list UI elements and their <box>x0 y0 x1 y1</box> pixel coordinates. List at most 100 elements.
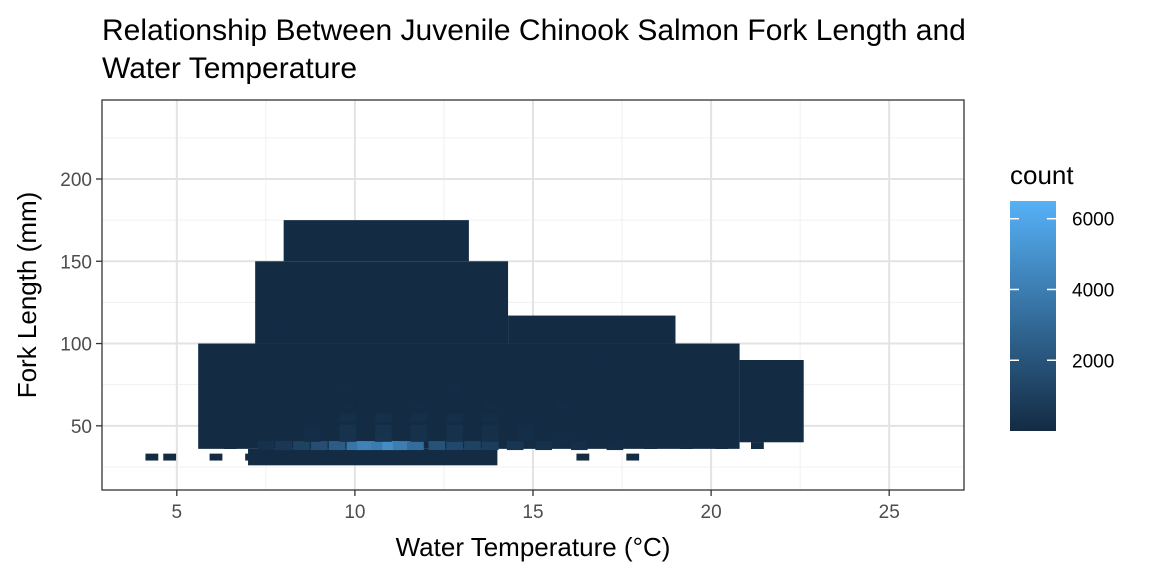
heatmap-bin <box>606 441 624 451</box>
heatmap-bin <box>375 424 392 434</box>
legend-tick-label: 4000 <box>1072 280 1114 301</box>
heatmap-bin <box>570 441 588 451</box>
heatmap-bin <box>553 432 570 442</box>
heatmap-bin <box>535 441 553 451</box>
y-tick-label: 100 <box>60 335 92 356</box>
heatmap-bin <box>481 413 499 423</box>
x-axis: 5 10 15 20 25 <box>172 490 900 523</box>
heatmap-bin <box>448 282 462 290</box>
heatmap-region <box>248 448 498 466</box>
heatmap-bin <box>339 432 357 442</box>
heatmap-bin <box>339 413 357 423</box>
heatmap-bin <box>590 356 604 364</box>
heatmap-bin <box>341 241 355 249</box>
heatmap-bin <box>446 424 463 434</box>
heatmap-bin <box>464 441 481 451</box>
heatmap-bin <box>481 424 499 434</box>
heatmap-region <box>739 360 804 443</box>
heatmap-bin <box>458 453 472 461</box>
heatmap-bin <box>517 424 535 434</box>
heatmap-bin <box>410 413 428 423</box>
heatmap-bin <box>305 282 319 290</box>
heatmap-bin <box>375 413 392 423</box>
heatmap-bin <box>517 432 535 442</box>
heatmap-bin <box>303 424 321 434</box>
x-tick-label: 20 <box>701 502 722 523</box>
heatmap-bin <box>555 400 568 408</box>
heatmap-bin <box>280 453 294 461</box>
heatmap-bin <box>446 441 463 451</box>
heatmap-bin <box>245 453 259 461</box>
heatmap-bin <box>412 241 426 249</box>
x-tick-label: 15 <box>522 502 543 523</box>
heatmap-bin <box>223 442 237 450</box>
heatmap-bin <box>328 441 346 451</box>
heatmap-bin <box>357 441 374 451</box>
heatmap-bin <box>715 442 729 450</box>
heatmap-bin <box>382 441 399 451</box>
legend-title: count <box>1010 160 1074 190</box>
legend-colorbar <box>1010 201 1056 431</box>
heatmap-bin <box>341 400 355 408</box>
heatmap-bin <box>341 384 355 392</box>
heatmap-bin <box>448 384 462 392</box>
heatmap-bin <box>644 442 657 450</box>
legend: count 2000 4000 6000 <box>1010 160 1114 431</box>
heatmap-bin <box>697 356 711 364</box>
x-tick-label: 5 <box>172 502 183 523</box>
heatmap-bin <box>145 453 159 461</box>
y-tick-label: 50 <box>71 417 92 438</box>
x-axis-title: Water Temperature (°C) <box>396 532 671 562</box>
heatmap-bin <box>410 432 428 442</box>
heatmap-bin <box>275 441 292 451</box>
heatmap-region <box>508 315 676 344</box>
heatmap-bin <box>661 384 675 392</box>
heatmap-bin <box>303 432 321 442</box>
heatmap-bin <box>209 453 223 461</box>
heatmap-region <box>198 343 740 449</box>
heatmap-bin <box>310 441 328 451</box>
heatmap-bin <box>483 400 497 408</box>
legend-ticks: 2000 4000 6000 <box>1010 210 1114 372</box>
heatmap-bin <box>481 441 499 451</box>
heatmap-region <box>255 261 509 344</box>
heatmap-bin <box>419 453 433 461</box>
heatmap-bin <box>376 323 390 331</box>
y-axis-title: Fork Length (mm) <box>12 192 42 399</box>
heatmap-bin <box>327 453 340 461</box>
heatmap-bin <box>376 282 390 290</box>
heatmap-bin <box>216 359 230 367</box>
y-tick-label: 200 <box>60 170 92 191</box>
y-axis: 50 100 150 200 <box>60 170 102 438</box>
heatmap-bin <box>293 441 310 451</box>
legend-tick-label: 2000 <box>1072 351 1114 372</box>
heatmap-bin <box>446 432 463 442</box>
heatmap-bin <box>428 441 446 451</box>
heatmap-bin <box>410 424 428 434</box>
heatmap-bin <box>163 453 177 461</box>
heatmap-bin <box>339 424 357 434</box>
heatmap-region <box>283 220 469 262</box>
x-tick-label: 10 <box>344 502 365 523</box>
heatmap-bin <box>375 432 392 442</box>
heatmap-bin <box>346 441 364 451</box>
heatmap-bin <box>412 400 426 408</box>
heatmap-bin <box>483 323 497 331</box>
y-tick-label: 150 <box>60 252 92 273</box>
heatmap-bin <box>626 453 640 461</box>
legend-tick-label: 6000 <box>1072 210 1114 231</box>
heatmap-bin <box>576 453 590 461</box>
heatmap-bin <box>506 441 524 451</box>
heatmap-bin <box>371 441 389 451</box>
heatmap-bin <box>679 442 693 450</box>
heatmap-bin <box>446 413 463 423</box>
heatmap-bin <box>481 432 499 442</box>
heatmap-bins <box>145 220 804 466</box>
heatmap-bin <box>392 441 410 451</box>
chart-title-line-1: Relationship Between Juvenile Chinook Sa… <box>102 14 966 47</box>
heatmap-bin <box>257 441 275 451</box>
heatmap-bin <box>626 323 640 331</box>
x-tick-label: 25 <box>879 502 900 523</box>
